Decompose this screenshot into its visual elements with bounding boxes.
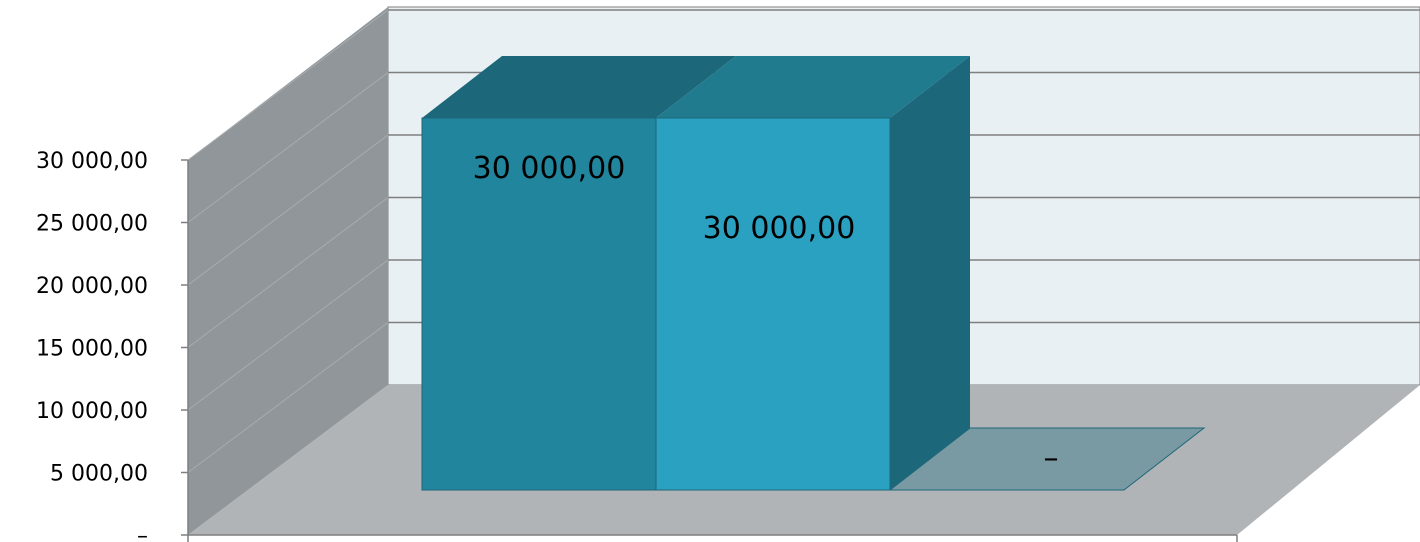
y-tick-label: 15 000,00 xyxy=(36,337,148,362)
y-tick-label: 10 000,00 xyxy=(36,399,148,424)
bar xyxy=(655,117,891,491)
data-label: 30 000,00 xyxy=(703,211,856,246)
side-gridline xyxy=(187,259,389,411)
y-axis: – 5 000,00 10 000,00 15 000,00 20 000,00 25 0… xyxy=(36,149,1238,542)
bar xyxy=(421,117,657,491)
side-gridline xyxy=(187,9,389,161)
data-label: 30 000,00 xyxy=(473,151,626,186)
side-gridline xyxy=(187,197,389,348)
y-tick-label: 25 000,00 xyxy=(36,212,148,237)
chart-side-wall xyxy=(188,7,388,535)
bars xyxy=(421,56,1206,491)
bar-side xyxy=(890,56,970,490)
bar-top xyxy=(656,56,970,118)
y-tick-label: 20 000,00 xyxy=(36,274,148,299)
y-tick-label: 5 000,00 xyxy=(50,462,148,487)
data-label: – xyxy=(1044,441,1059,476)
bar-top xyxy=(422,56,736,118)
side-wall-gridlines xyxy=(187,9,389,473)
y-tick-label: – xyxy=(137,524,148,542)
side-gridline xyxy=(187,322,389,473)
side-gridline xyxy=(187,72,389,223)
data-labels: 30 000,00 30 000,00 – xyxy=(473,151,1059,476)
side-gridline xyxy=(187,134,389,286)
y-tick-label: 30 000,00 xyxy=(36,149,148,174)
